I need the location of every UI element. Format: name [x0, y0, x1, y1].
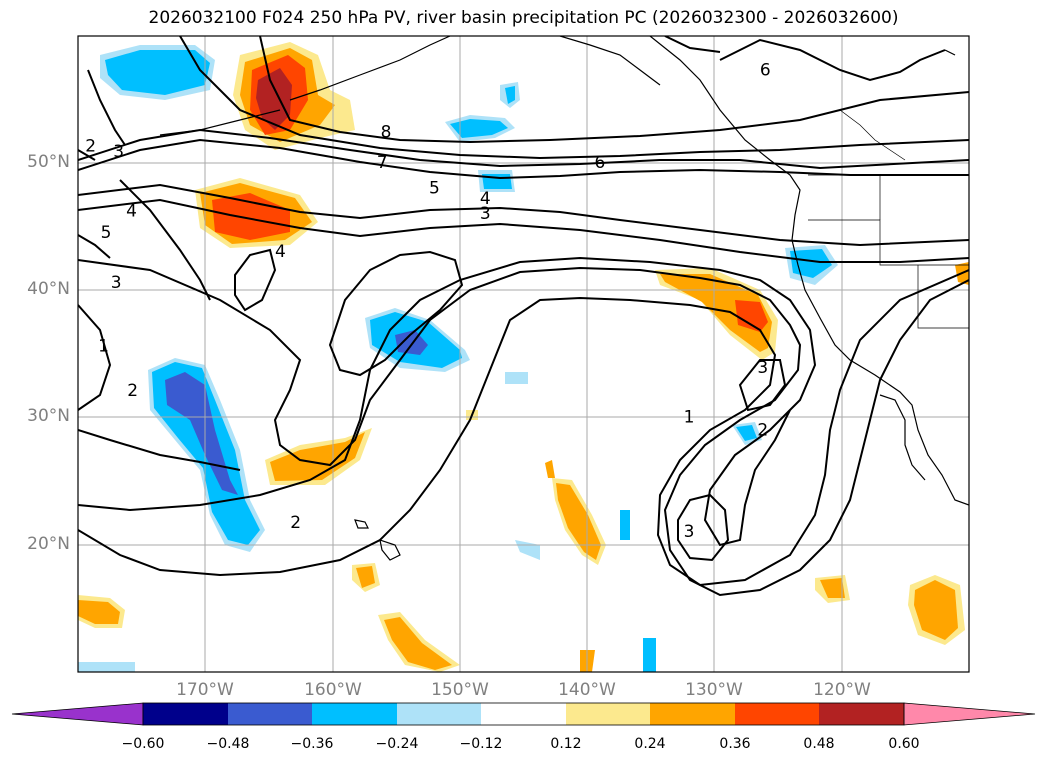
precip-positive-region: [384, 617, 452, 670]
precip-negative-region: [105, 50, 210, 95]
pv-contour-label: 4: [275, 242, 286, 262]
colorbar-segment: [143, 703, 228, 725]
precip-positive-region: [820, 578, 845, 598]
colorbar-tick-label: −0.48: [206, 736, 250, 752]
pv-contour-label: 3: [113, 142, 124, 162]
colorbar-tick-label: −0.36: [290, 736, 334, 752]
colorbar-extend-min: [11, 702, 144, 726]
colorbar-tick-label: −0.12: [459, 736, 503, 752]
lon-label: 140°W: [558, 680, 616, 700]
lat-label: 40°N: [27, 279, 70, 299]
precip-negative-region: [165, 372, 238, 495]
precip-positive-region: [212, 193, 290, 240]
colorbar-segment: [566, 703, 650, 725]
precip-positive-region: [78, 600, 120, 624]
pv-contour-label: 4: [126, 202, 137, 222]
pv-contour-label: 4: [480, 189, 491, 209]
pv-contour-label: 2: [127, 381, 138, 401]
pv-contour-label: 1: [98, 336, 109, 356]
colorbar-extend-max: [903, 702, 1036, 726]
lon-label: 170°W: [176, 680, 234, 700]
precip-positive-region: [556, 483, 601, 560]
page-title: 2026032100 F024 250 hPa PV, river basin …: [148, 8, 899, 28]
lat-label: 20°N: [27, 534, 70, 554]
colorbar-segment: [650, 703, 735, 725]
colorbar-tick-label: 0.36: [719, 736, 751, 752]
precip-negative-region: [505, 372, 528, 384]
pv-contour-label: 5: [429, 179, 440, 199]
pv-contour-label: 2: [757, 420, 768, 440]
pv-contour-label: 7: [377, 153, 388, 173]
precip-negative-region: [505, 86, 515, 104]
lon-label: 120°W: [813, 680, 871, 700]
precip-negative-region: [643, 638, 656, 672]
precip-positive-region: [660, 274, 772, 352]
precip-positive-region: [735, 300, 768, 332]
pv-contour-label: 3: [111, 273, 122, 293]
colorbar-tick-label: −0.24: [375, 736, 419, 752]
pv-contour-label: 3: [480, 204, 491, 224]
colorbar-tick-label: 0.60: [888, 736, 920, 752]
colorbar-segment: [735, 703, 819, 725]
lat-label: 30°N: [27, 406, 70, 426]
precip-positive-region: [356, 566, 375, 588]
precip-negative-region: [395, 330, 428, 355]
gridlines: [78, 36, 969, 672]
precip-positive-region: [914, 580, 958, 640]
colorbar-tick-label: −0.60: [121, 736, 165, 752]
map-frame: [77, 35, 970, 673]
precip-negative-region: [736, 425, 757, 441]
precip-positive-region: [256, 68, 292, 130]
precip-negative-region: [78, 662, 135, 672]
lon-label: 130°W: [685, 680, 743, 700]
pv-contour-label: 6: [760, 60, 771, 80]
colorbar-segment: [819, 703, 904, 725]
lat-label: 50°N: [27, 152, 70, 172]
colorbar-segment: [312, 703, 397, 725]
pv-contour-label: 8: [381, 123, 392, 143]
pv-contour-label: 6: [594, 153, 605, 173]
colorbar-segment: [228, 703, 312, 725]
precip-negative-region: [450, 119, 508, 138]
pv-contour-label: 3: [757, 358, 768, 378]
colorbar-segment: [397, 703, 481, 725]
precip-positive-region: [270, 432, 365, 481]
pv-contour-label: 1: [684, 408, 695, 428]
precip-negative-region: [620, 510, 630, 540]
colorbar-tick-label: 0.48: [803, 736, 835, 752]
lon-label: 150°W: [431, 680, 489, 700]
colorbar-segment: [481, 703, 566, 725]
precip-negative-region: [790, 249, 832, 278]
colorbar-tick-label: 0.12: [550, 736, 582, 752]
colorbar: [11, 702, 1036, 726]
pv-contour-label: 3: [684, 522, 695, 542]
pv-contour-label: 5: [101, 223, 112, 243]
pv-contour-label: 2: [85, 137, 96, 157]
pv-contours: [78, 36, 969, 597]
pv-contour-label: 2: [290, 513, 301, 533]
colorbar-tick-label: 0.24: [634, 736, 666, 752]
precip-shading: [78, 42, 969, 672]
precip-positive-region: [545, 460, 555, 478]
lon-label: 160°W: [304, 680, 362, 700]
